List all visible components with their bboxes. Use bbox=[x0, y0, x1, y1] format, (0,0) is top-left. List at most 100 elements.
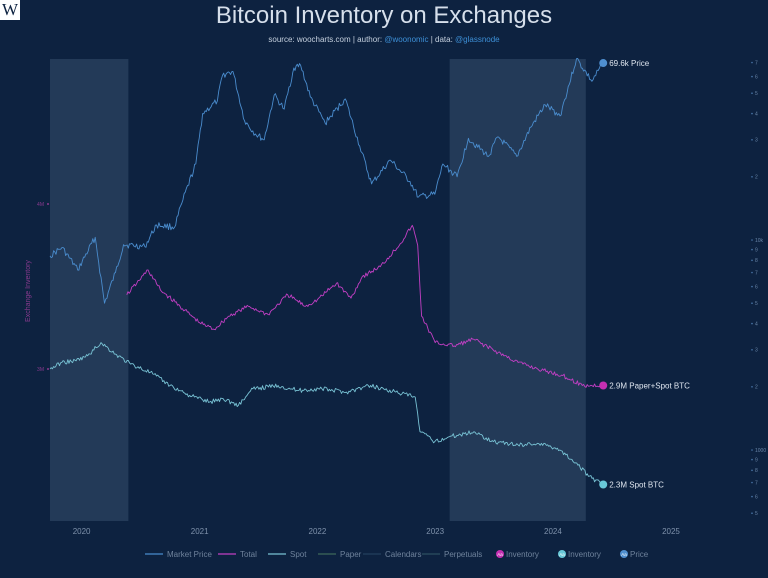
right-tick-label: 6 bbox=[755, 74, 758, 80]
right-tick-label: 5 bbox=[755, 91, 758, 97]
legend-item-calendars[interactable]: Calendars bbox=[363, 550, 421, 559]
right-tick-mark bbox=[751, 481, 753, 484]
right-tick-mark bbox=[751, 259, 753, 262]
legend-label: Paper bbox=[340, 550, 362, 559]
end-marker-total bbox=[599, 381, 608, 390]
end-marker-spot bbox=[599, 480, 608, 489]
left-tick-label-4M: 4M bbox=[37, 202, 44, 208]
legend-label: Perpetuals bbox=[444, 550, 482, 559]
legend-marker bbox=[620, 550, 628, 558]
right-tick-label: 5 bbox=[755, 301, 758, 307]
woocharts-logo[interactable]: W bbox=[0, 0, 20, 20]
right-tick-mark bbox=[751, 112, 753, 115]
legend-marker-glyph: Aa bbox=[559, 552, 565, 557]
right-tick-mark bbox=[751, 322, 753, 325]
legend-label: Inventory bbox=[506, 550, 539, 559]
right-tick-mark bbox=[751, 495, 753, 498]
right-tick-label: 7 bbox=[755, 270, 758, 276]
legend-item-price[interactable]: Aa Price bbox=[620, 550, 649, 559]
x-axis: 2020 2021 2022 2023 2024 2025 bbox=[73, 527, 681, 536]
right-tick-mark bbox=[751, 271, 753, 274]
right-tick-mark bbox=[751, 385, 753, 388]
series-lines bbox=[49, 57, 604, 486]
legend-item-inventory[interactable]: Aa Inventory bbox=[496, 550, 539, 559]
chart-subtitle: source: woocharts.com | author: @woonomi… bbox=[0, 35, 768, 44]
author-link[interactable]: @woonomic bbox=[384, 35, 429, 44]
legend-marker-glyph: Aa bbox=[497, 552, 503, 557]
right-tick-label: 6 bbox=[755, 284, 758, 290]
x-tick-label-2021: 2021 bbox=[191, 527, 209, 536]
right-tick-mark bbox=[751, 239, 753, 241]
right-tick-mark bbox=[751, 469, 753, 472]
source-label: source: bbox=[268, 35, 295, 44]
right-tick-mark bbox=[751, 175, 753, 178]
right-tick-label: 1000 bbox=[755, 448, 766, 454]
legend-item-spot[interactable]: Spot bbox=[268, 550, 307, 559]
legend-label: Total bbox=[240, 550, 257, 559]
right-tick-mark bbox=[751, 512, 753, 515]
x-tick-label-2020: 2020 bbox=[73, 527, 91, 536]
source-link[interactable]: woocharts.com bbox=[296, 35, 351, 44]
end-label-market-price: 69.6k Price bbox=[609, 59, 650, 68]
right-tick-mark bbox=[751, 302, 753, 305]
series-line-spot bbox=[49, 342, 604, 486]
right-tick-mark bbox=[751, 285, 753, 288]
right-tick-mark bbox=[751, 61, 753, 64]
right-tick-label: 2 bbox=[755, 175, 758, 181]
series-end-labels: 69.6k Price 2.9M Paper+Spot BTC 2.3M Spot … bbox=[599, 59, 690, 490]
right-tick-label: 3 bbox=[755, 138, 758, 144]
end-label-spot: 2.3M Spot BTC bbox=[609, 481, 664, 490]
left-axis: Exchange Inventory 4M 3M bbox=[25, 202, 49, 373]
right-tick-label: 6 bbox=[755, 494, 758, 500]
right-axis: 7 6 5 4 3 2 10k 9 8 7 6 5 4 3 2 1000 9 8 7 6 5 bbox=[751, 60, 766, 517]
legend-item-total[interactable]: Total bbox=[218, 550, 257, 559]
right-tick-mark bbox=[751, 92, 753, 95]
right-tick-label: 7 bbox=[755, 60, 758, 66]
left-tick-label-3M: 3M bbox=[37, 367, 44, 373]
series-line-total bbox=[126, 224, 604, 388]
left-tick-mark bbox=[47, 203, 49, 205]
shaded-regions bbox=[50, 59, 586, 521]
legend-label: Market Price bbox=[167, 550, 212, 559]
legend[interactable]: Market Price Total Spot Paper Calendars Perpe… bbox=[145, 550, 649, 559]
right-tick-label: 4 bbox=[755, 321, 758, 327]
x-tick-label-2025: 2025 bbox=[662, 527, 680, 536]
right-tick-label: 4 bbox=[755, 111, 758, 117]
data-link[interactable]: @glassnode bbox=[455, 35, 500, 44]
right-tick-mark bbox=[751, 349, 753, 351]
right-tick-mark bbox=[751, 248, 753, 251]
legend-label: Inventory bbox=[568, 550, 601, 559]
right-tick-label: 3 bbox=[755, 348, 758, 354]
legend-label: Price bbox=[630, 550, 649, 559]
legend-item-market-price[interactable]: Market Price bbox=[145, 550, 212, 559]
right-tick-mark bbox=[751, 449, 753, 451]
left-tick-mark bbox=[47, 368, 49, 370]
x-tick-label-2022: 2022 bbox=[309, 527, 327, 536]
right-tick-label: 8 bbox=[755, 258, 758, 264]
right-tick-label: 2 bbox=[755, 385, 758, 391]
right-tick-mark bbox=[751, 139, 753, 141]
right-tick-label: 7 bbox=[755, 480, 758, 486]
right-tick-mark bbox=[751, 75, 753, 78]
right-tick-label: 9 bbox=[755, 457, 758, 463]
legend-item-paper[interactable]: Paper bbox=[318, 550, 362, 559]
legend-marker-glyph: Aa bbox=[621, 552, 627, 557]
series-line-market-price bbox=[49, 57, 604, 304]
right-tick-label: 8 bbox=[755, 468, 758, 474]
y-axis-label: Exchange Inventory bbox=[25, 260, 32, 322]
legend-item-perpetuals[interactable]: Perpetuals bbox=[422, 550, 482, 559]
legend-label: Calendars bbox=[385, 550, 421, 559]
x-tick-label-2024: 2024 bbox=[544, 527, 562, 536]
author-label: | author: bbox=[352, 35, 383, 44]
data-label: | data: bbox=[430, 35, 453, 44]
chart-title: Bitcoin Inventory on Exchanges bbox=[215, 2, 553, 29]
legend-label: Spot bbox=[290, 550, 307, 559]
legend-item-inventory[interactable]: Aa Inventory bbox=[558, 550, 601, 559]
x-tick-label-2023: 2023 bbox=[426, 527, 444, 536]
right-tick-label: 5 bbox=[755, 511, 758, 517]
shaded-region-1 bbox=[50, 59, 129, 521]
end-marker-market-price bbox=[599, 59, 608, 68]
right-tick-mark bbox=[751, 458, 753, 461]
legend-marker bbox=[496, 550, 504, 558]
